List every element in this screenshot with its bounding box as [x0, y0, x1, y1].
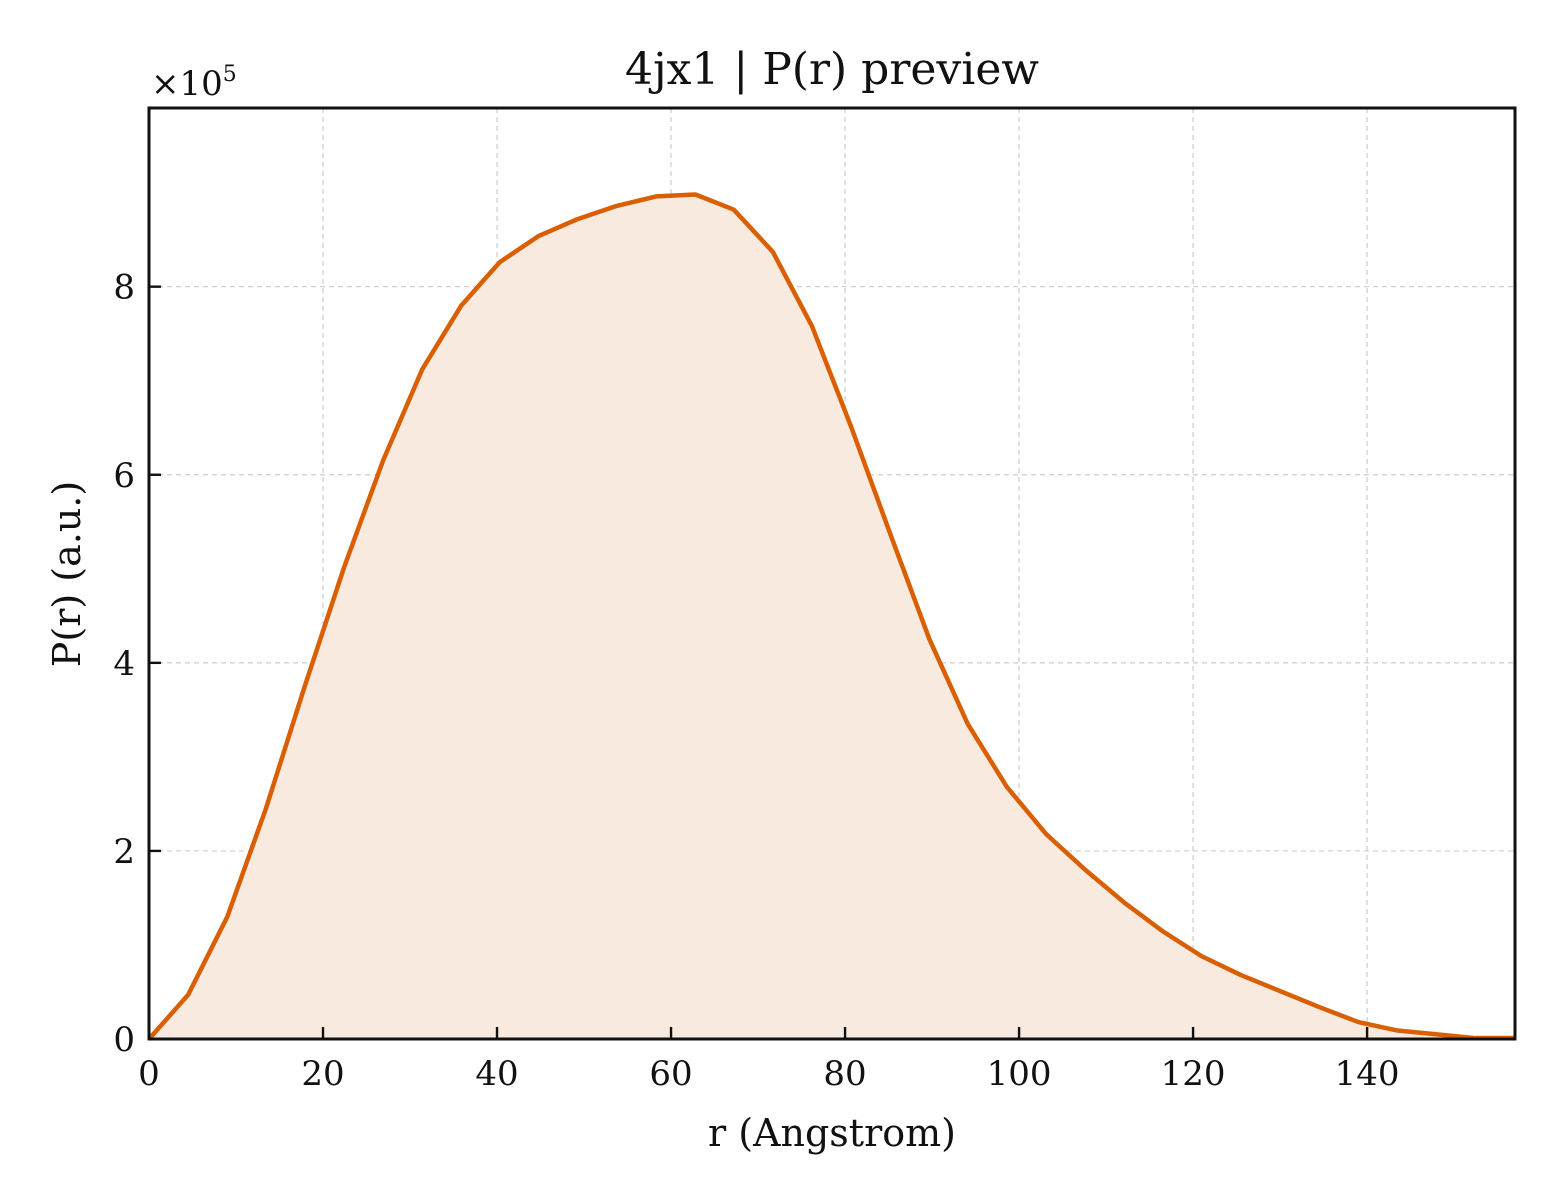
y-axis-multiplier-base: ×10 — [151, 64, 223, 104]
series-points — [148, 194, 1515, 1040]
y-tick-label: 4 — [113, 644, 135, 684]
plot-frame — [147, 106, 1517, 1041]
x-tick-label: 140 — [1335, 1054, 1400, 1094]
chart-title: 4jx1 | P(r) preview — [625, 44, 1039, 95]
x-tick-label: 40 — [475, 1054, 518, 1094]
y-tick-label: 0 — [113, 1020, 135, 1060]
x-tick-label: 20 — [301, 1054, 344, 1094]
x-tick-label: 100 — [987, 1054, 1052, 1094]
y-axis-multiplier-exponent: 5 — [223, 62, 237, 87]
x-tick-label: 0 — [138, 1054, 160, 1094]
series-area-fill — [149, 194, 1515, 1039]
y-tick-label: 2 — [113, 832, 135, 872]
y-tick-label: 6 — [113, 456, 135, 496]
x-tick-label: 120 — [1161, 1054, 1226, 1094]
x-tick-label: 60 — [649, 1054, 692, 1094]
series-line — [147, 192, 1515, 1041]
y-axis-label: P(r) (a.u.) — [45, 481, 89, 667]
x-axis-label: r (Angstrom) — [708, 1111, 956, 1155]
y-tick-label: 8 — [113, 268, 135, 308]
x-tick-label: 80 — [823, 1054, 866, 1094]
tick-labels: 0 20 40 60 80 100 120 140 0 2 4 6 8 — [113, 268, 1399, 1094]
y-axis-multiplier: ×105 — [151, 62, 237, 104]
